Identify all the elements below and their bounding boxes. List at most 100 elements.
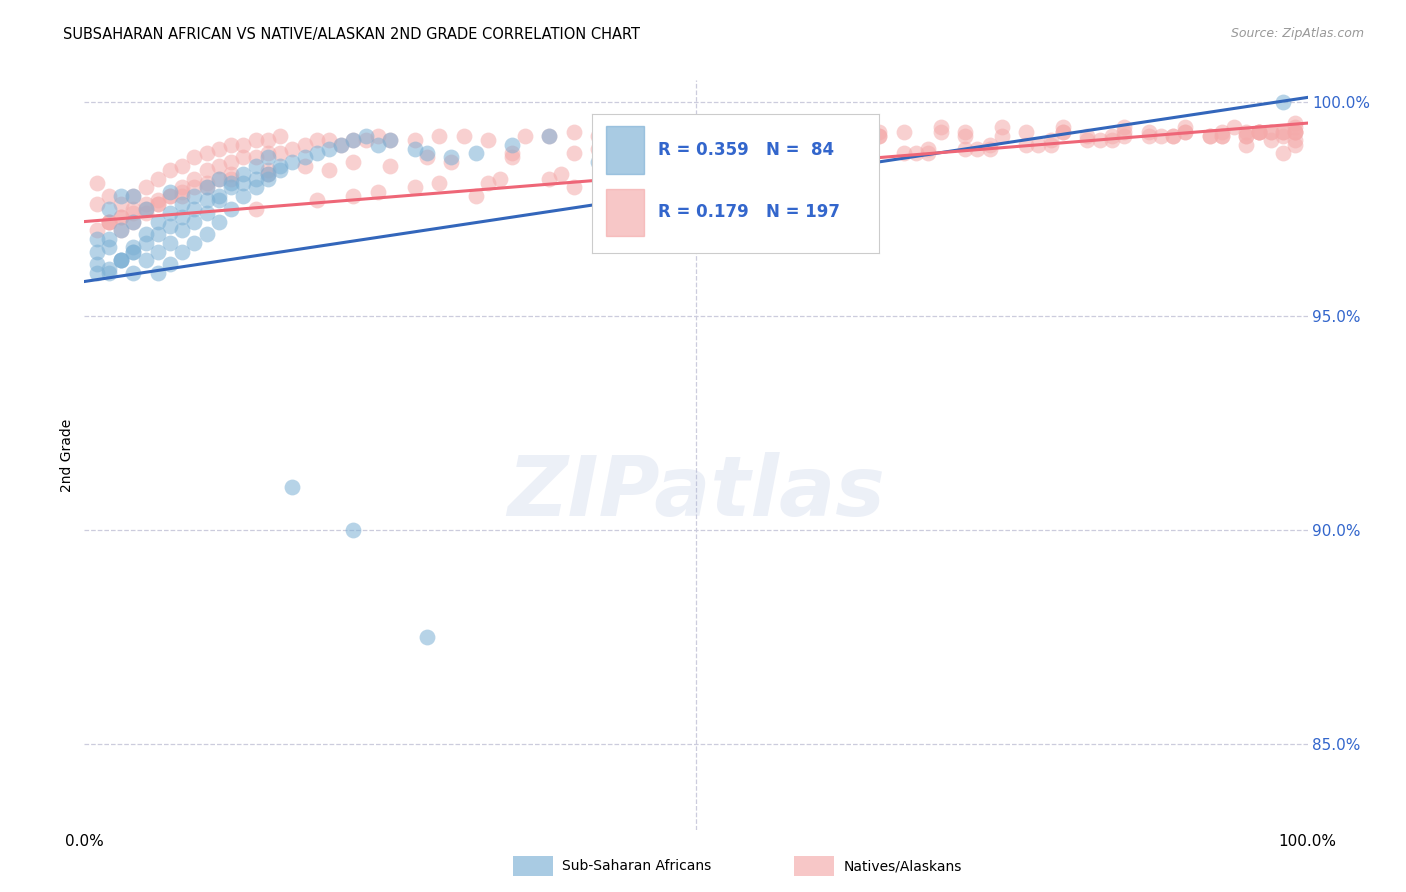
Point [1114, 120, 1136, 135]
Point [110, 211, 132, 225]
Point [1039, 137, 1062, 152]
Point [245, 159, 267, 173]
Point [1174, 125, 1197, 139]
Point [219, 154, 242, 169]
Point [146, 266, 169, 280]
Point [672, 163, 695, 178]
Point [305, 133, 328, 147]
Point [97, 214, 120, 228]
Point [318, 142, 340, 156]
Point [1247, 125, 1270, 139]
Point [538, 128, 561, 143]
Point [953, 142, 976, 156]
Point [135, 235, 157, 250]
Point [257, 171, 280, 186]
Point [416, 146, 439, 161]
Point [966, 142, 988, 156]
Point [342, 133, 364, 147]
Point [1174, 125, 1197, 139]
Point [685, 137, 707, 152]
Point [183, 214, 205, 228]
Point [464, 189, 486, 203]
Point [453, 128, 475, 143]
Point [991, 128, 1014, 143]
Point [354, 128, 377, 143]
Point [97, 214, 120, 228]
Point [831, 150, 853, 164]
Point [1272, 128, 1295, 143]
Point [586, 154, 609, 169]
Point [1260, 125, 1282, 139]
Point [159, 257, 181, 271]
Text: Sub-Saharan Africans: Sub-Saharan Africans [562, 859, 711, 873]
Point [146, 214, 169, 228]
Point [502, 137, 524, 152]
Point [1076, 133, 1098, 147]
Point [135, 227, 157, 242]
Point [747, 133, 769, 147]
Point [183, 202, 205, 216]
Point [685, 137, 707, 152]
Point [122, 189, 145, 203]
Point [367, 185, 389, 199]
Point [709, 125, 731, 139]
Point [1039, 133, 1062, 147]
Point [538, 171, 561, 186]
Point [294, 150, 316, 164]
Point [342, 189, 364, 203]
Text: ZIPatlas: ZIPatlas [508, 452, 884, 533]
Point [219, 137, 242, 152]
Point [612, 163, 634, 178]
Point [416, 630, 439, 644]
Point [122, 206, 145, 220]
Point [1284, 116, 1306, 130]
Point [257, 150, 280, 164]
Point [929, 120, 952, 135]
Point [586, 128, 609, 143]
Point [269, 159, 291, 173]
Y-axis label: 2nd Grade: 2nd Grade [60, 418, 75, 491]
Point [1236, 137, 1258, 152]
Point [257, 168, 280, 182]
Point [208, 193, 231, 207]
Point [794, 154, 817, 169]
Point [86, 266, 108, 280]
Point [135, 197, 157, 211]
Point [110, 223, 132, 237]
Point [146, 197, 169, 211]
Point [917, 146, 939, 161]
Point [953, 125, 976, 139]
Point [1284, 137, 1306, 152]
Point [1150, 128, 1173, 143]
Point [1236, 125, 1258, 139]
Point [477, 176, 499, 190]
Point [1211, 128, 1233, 143]
Point [672, 159, 695, 173]
Point [208, 142, 231, 156]
Point [380, 133, 402, 147]
Point [195, 180, 218, 194]
Point [232, 176, 254, 190]
Point [807, 128, 830, 143]
Point [305, 193, 328, 207]
Point [342, 523, 364, 537]
Point [380, 159, 402, 173]
Point [893, 125, 915, 139]
Point [979, 142, 1001, 156]
Point [893, 146, 915, 161]
Point [1211, 125, 1233, 139]
Point [464, 146, 486, 161]
Point [172, 211, 194, 225]
Point [734, 159, 756, 173]
Point [1272, 125, 1295, 139]
Point [146, 227, 169, 242]
Point [1260, 133, 1282, 147]
Point [869, 128, 891, 143]
Point [1247, 125, 1270, 139]
Point [146, 244, 169, 259]
Point [135, 180, 157, 194]
Point [183, 171, 205, 186]
Point [1260, 125, 1282, 139]
Point [1161, 128, 1184, 143]
Point [562, 146, 585, 161]
